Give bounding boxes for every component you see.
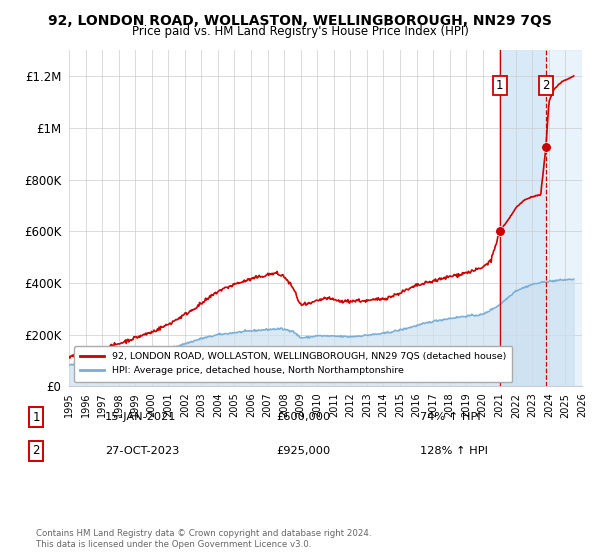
Text: Contains HM Land Registry data © Crown copyright and database right 2024.
This d: Contains HM Land Registry data © Crown c… [36,529,371,549]
Text: 1: 1 [32,410,40,424]
Text: 15-JAN-2021: 15-JAN-2021 [105,412,176,422]
Legend: 92, LONDON ROAD, WOLLASTON, WELLINGBOROUGH, NN29 7QS (detached house), HPI: Aver: 92, LONDON ROAD, WOLLASTON, WELLINGBOROU… [74,346,512,382]
Text: Price paid vs. HM Land Registry's House Price Index (HPI): Price paid vs. HM Land Registry's House … [131,25,469,38]
Text: 2: 2 [32,444,40,458]
Text: 1: 1 [496,79,503,92]
Text: 2: 2 [542,79,550,92]
Bar [500,50,546,386]
Text: 27-OCT-2023: 27-OCT-2023 [105,446,179,456]
Text: £925,000: £925,000 [276,446,330,456]
Bar [546,50,582,386]
Text: 128% ↑ HPI: 128% ↑ HPI [420,446,488,456]
Text: £600,000: £600,000 [276,412,330,422]
Text: 92, LONDON ROAD, WOLLASTON, WELLINGBOROUGH, NN29 7QS: 92, LONDON ROAD, WOLLASTON, WELLINGBOROU… [48,14,552,28]
Text: 74% ↑ HPI: 74% ↑ HPI [420,412,481,422]
